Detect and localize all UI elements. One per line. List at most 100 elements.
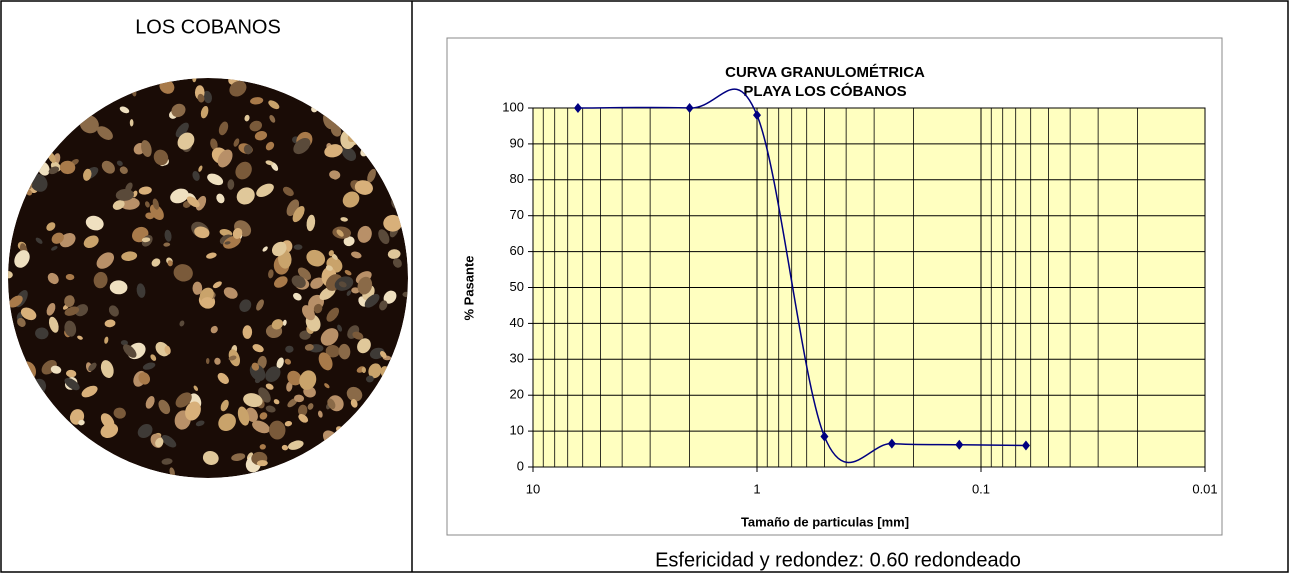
pebble <box>367 168 376 183</box>
pebble <box>251 362 260 371</box>
pebble <box>94 81 100 88</box>
pebble <box>64 320 77 337</box>
pebble <box>152 198 159 210</box>
pebble <box>217 372 229 384</box>
pebble <box>35 327 49 340</box>
pebble <box>36 113 49 130</box>
pebble <box>402 291 408 298</box>
pebble <box>201 297 214 307</box>
pebble <box>186 196 200 208</box>
pebble <box>239 299 252 312</box>
pebble <box>29 406 41 423</box>
pebble <box>298 414 309 423</box>
pebble <box>83 168 92 181</box>
pebble <box>343 446 352 458</box>
pebble <box>378 407 395 426</box>
pebble <box>144 201 150 208</box>
pebble <box>64 306 80 316</box>
pebble <box>256 183 274 197</box>
pebble <box>138 372 151 385</box>
pebble <box>384 172 397 180</box>
pebble <box>398 156 403 163</box>
pebble <box>368 363 382 379</box>
pebble <box>271 319 284 330</box>
pebble <box>96 252 115 269</box>
pebble <box>229 80 247 97</box>
pebble <box>104 336 109 344</box>
y-tick-label: 10 <box>510 423 524 438</box>
pebble <box>244 114 250 122</box>
pebble <box>291 275 306 289</box>
pebble <box>195 420 205 427</box>
pebble <box>129 119 134 127</box>
pebble <box>274 276 288 288</box>
pebble <box>173 264 193 282</box>
pebble <box>402 90 408 96</box>
pebble <box>265 366 281 383</box>
pebble <box>224 241 231 245</box>
pebble <box>10 162 22 175</box>
pebble <box>265 141 275 151</box>
pebble <box>17 317 26 327</box>
pebble <box>119 106 130 114</box>
marker <box>887 438 896 449</box>
pebble <box>151 258 161 267</box>
pebble <box>46 222 56 231</box>
x-tick-label: 10 <box>526 481 540 496</box>
pebble <box>342 146 357 161</box>
pebble <box>380 97 388 106</box>
pebble <box>310 277 324 289</box>
pebble <box>161 435 177 448</box>
pebble <box>72 104 80 115</box>
pebble <box>354 180 373 195</box>
pebble <box>161 458 173 465</box>
pebble <box>65 273 75 281</box>
pebble <box>397 440 408 454</box>
pebble <box>82 84 93 96</box>
pebble <box>233 138 240 147</box>
pebble <box>281 444 289 451</box>
pebble <box>328 250 334 257</box>
pebble <box>51 232 64 244</box>
pebble <box>205 357 210 365</box>
pebble <box>61 435 71 447</box>
pebble <box>145 212 155 220</box>
pebble <box>365 375 374 383</box>
pebble <box>88 362 97 372</box>
pebble <box>366 109 381 126</box>
pebble <box>399 104 408 112</box>
pebble <box>366 96 378 104</box>
pebble <box>104 319 116 328</box>
pebble <box>351 443 361 453</box>
pebble <box>77 335 83 340</box>
y-tick-label: 80 <box>510 171 524 186</box>
pebble <box>41 447 53 461</box>
pebble <box>47 272 59 285</box>
pebble <box>377 78 383 83</box>
y-tick-label: 0 <box>517 458 524 473</box>
pebble <box>292 205 305 223</box>
pebble <box>8 155 23 168</box>
pebble <box>299 330 311 340</box>
pebble <box>214 357 221 365</box>
pebble <box>108 305 119 317</box>
pebble <box>8 295 23 308</box>
pebble <box>59 160 76 175</box>
pebble <box>164 345 171 355</box>
pebble <box>252 344 264 353</box>
pebble <box>85 215 104 231</box>
pebble <box>327 103 334 113</box>
pebble <box>217 149 233 168</box>
pebble <box>228 355 237 361</box>
pebble <box>153 149 169 166</box>
x-axis-label: Tamaño de particulas [mm] <box>741 514 909 529</box>
pebble <box>198 165 203 172</box>
pebble <box>116 160 123 167</box>
pebble <box>141 140 152 157</box>
pebble <box>170 188 189 204</box>
pebble <box>235 161 252 180</box>
pebble <box>250 97 264 105</box>
pebble <box>362 442 369 448</box>
